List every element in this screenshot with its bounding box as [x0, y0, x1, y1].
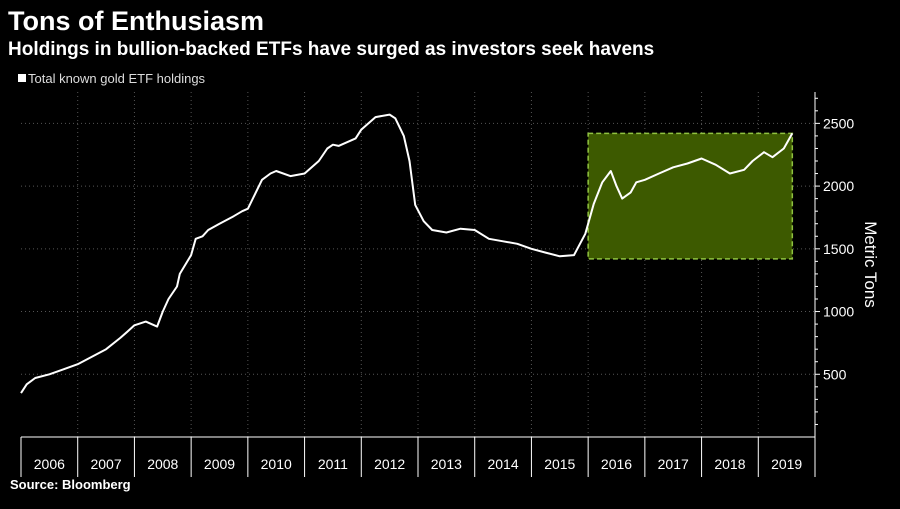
- chart-title: Tons of Enthusiasm: [8, 6, 265, 36]
- x-tick-label: 2009: [204, 456, 235, 472]
- x-tick-label: 2019: [771, 456, 802, 472]
- highlight-box: [587, 132, 794, 260]
- x-tick-label: 2014: [487, 456, 518, 472]
- x-tick-label: 2012: [374, 456, 405, 472]
- x-tick-label: 2016: [601, 456, 632, 472]
- x-tick-label: 2015: [544, 456, 575, 472]
- x-tick-label: 2008: [147, 456, 178, 472]
- x-tick-label: 2013: [431, 456, 462, 472]
- legend: Total known gold ETF holdings: [18, 71, 206, 86]
- source-note: Source: Bloomberg: [10, 477, 131, 492]
- x-tick-label: 2011: [318, 456, 348, 472]
- chart-subtitle: Holdings in bullion-backed ETFs have sur…: [8, 39, 655, 60]
- x-tick-label: 2018: [714, 456, 745, 472]
- legend-label: Total known gold ETF holdings: [28, 71, 206, 86]
- series-line-gold-etf-holdings: [20, 113, 794, 394]
- y-tick-label: 1500: [823, 241, 854, 257]
- y-tick-label: 2500: [823, 115, 854, 131]
- y-tick-label: 2000: [823, 178, 854, 194]
- x-tick-label: 2007: [90, 456, 121, 472]
- x-tick-label: 2010: [261, 456, 292, 472]
- legend-swatch: [18, 74, 26, 82]
- y-tick-label: 500: [823, 366, 847, 382]
- x-tick-label: 2017: [658, 456, 689, 472]
- x-tick-label: 2006: [34, 456, 65, 472]
- y-tick-label: 1000: [823, 304, 854, 320]
- y-axis-title: Metric Tons: [861, 221, 880, 308]
